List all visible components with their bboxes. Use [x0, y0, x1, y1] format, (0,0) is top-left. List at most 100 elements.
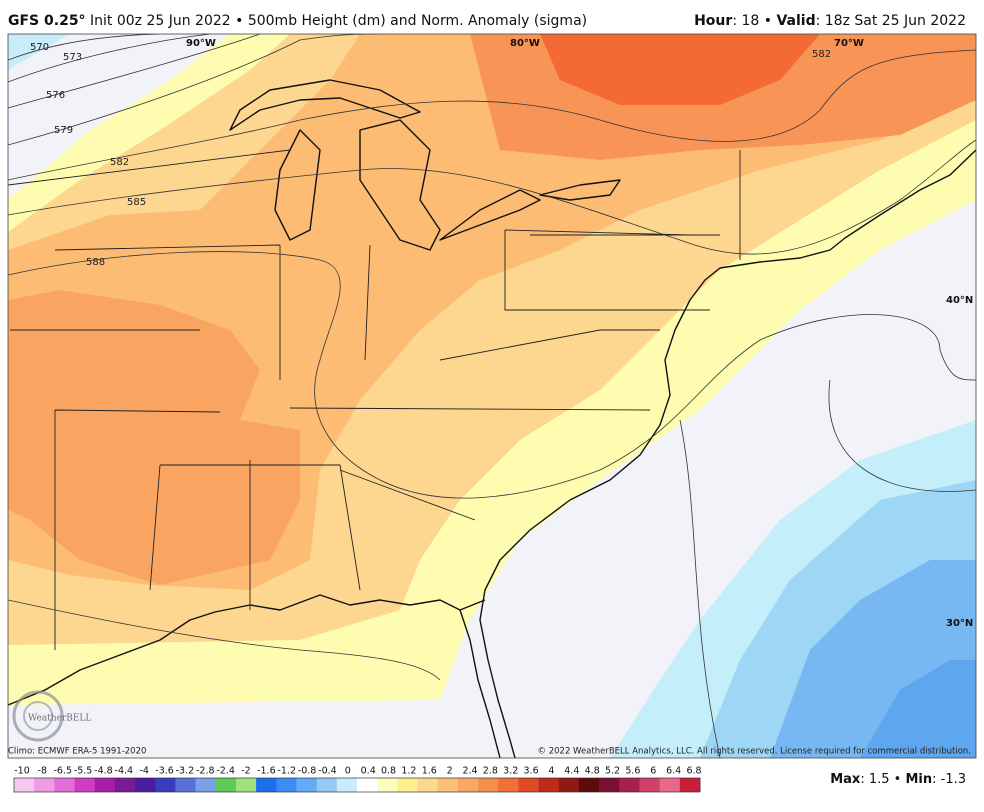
max-min: Max: 1.5 • Min: -1.3 — [830, 772, 966, 787]
copyright: © 2022 WeatherBELL Analytics, LLC. All r… — [538, 747, 971, 757]
colorbar-swatch — [316, 778, 338, 792]
contour — [8, 599, 441, 681]
logo-text: WeatherBELL — [28, 714, 91, 724]
contour-label: 582 — [812, 49, 831, 60]
lake — [539, 179, 621, 201]
colorbar-label: -1.6 — [257, 766, 276, 777]
contour — [8, 34, 381, 146]
colorbar-swatch — [94, 778, 116, 792]
lake — [359, 119, 441, 251]
anomaly-area — [860, 660, 976, 758]
colorbar-label: -2 — [241, 766, 250, 777]
latitude-label: 40°N — [946, 295, 973, 306]
colorbar-swatch — [296, 778, 317, 792]
map: 570 573 576 579 582 585 588 582 90°W 80°… — [8, 34, 976, 758]
colorbar-label: 0 — [345, 766, 351, 777]
colorbar-label: 1.2 — [401, 766, 416, 777]
colorbar-swatch — [195, 778, 217, 792]
model: GFS 0.25° — [8, 13, 86, 29]
colorbar-label: -1.2 — [277, 766, 296, 777]
anomaly-area — [8, 290, 300, 585]
colorbar-swatch — [437, 778, 459, 792]
colorbar-swatch — [114, 778, 136, 792]
colorbar-label: -3.2 — [176, 766, 195, 777]
colorbar-label: 5.2 — [605, 766, 620, 777]
valid-value: : 18z Sat 25 Jun 2022 — [816, 13, 966, 29]
contour — [8, 34, 161, 61]
colorbar-swatch — [417, 778, 439, 792]
description: Init 00z 25 Jun 2022 • 500mb Height (dm)… — [90, 13, 587, 29]
lake — [274, 129, 321, 241]
contour — [8, 34, 261, 109]
longitude-label: 90°W — [186, 38, 216, 49]
colorbar-swatch — [175, 778, 196, 792]
colorbar-swatch — [256, 778, 277, 792]
contour-label: 588 — [86, 257, 105, 268]
map-frame — [7, 33, 977, 759]
colorbar: -10 -8 -6.5 -5.5 -4.8 -4.4 -4 -3.6 -3.2 -2.8 -2.4-… — [13, 766, 702, 793]
contour — [8, 139, 976, 255]
colorbar-label: 2.8 — [483, 766, 498, 777]
coastline — [8, 594, 486, 706]
contour — [8, 49, 976, 181]
valid-label: Valid — [776, 13, 815, 29]
colorbar-swatch — [679, 778, 701, 792]
coastline — [459, 609, 501, 758]
colorbar-swatch — [336, 778, 358, 792]
colorbar-label: 6.4 — [666, 766, 681, 777]
min-label: Min — [905, 772, 932, 787]
colorbar-label: 0.4 — [361, 766, 376, 777]
colorbar-label: 6.8 — [686, 766, 701, 777]
climo: Climo: ECMWF ERA-5 1991-2020 — [8, 747, 146, 757]
anomaly-area — [540, 34, 820, 105]
lake — [229, 79, 421, 131]
colorbar-swatch — [578, 778, 600, 792]
colorbar-label: -0.8 — [298, 766, 317, 777]
max-value: : 1.5 • — [860, 772, 905, 787]
colorbar-frame — [13, 777, 701, 793]
lake — [439, 189, 541, 241]
colorbar-label: -3.6 — [155, 766, 174, 777]
colorbar-swatch — [478, 778, 499, 792]
colorbar-label: -2.4 — [216, 766, 235, 777]
logo: WeatherBELL — [12, 690, 91, 742]
colorbar-swatch — [34, 778, 55, 792]
colorbar-swatch — [619, 778, 640, 792]
colorbar-label: 4 — [548, 766, 554, 777]
coastline — [479, 149, 976, 758]
colorbar-swatch — [538, 778, 560, 792]
colorbar-label: -2.8 — [196, 766, 215, 777]
min-value: : -1.3 — [932, 772, 966, 787]
colorbar-label: 6 — [650, 766, 656, 777]
colorbar-label: 5.6 — [625, 766, 640, 777]
colorbar-swatch — [498, 778, 519, 792]
colorbar-swatch — [215, 778, 237, 792]
colorbar-label: 4.4 — [564, 766, 579, 777]
anomaly-area — [8, 34, 70, 70]
contour — [679, 419, 721, 758]
contour — [828, 379, 976, 492]
colorbar-label: 2.4 — [462, 766, 477, 777]
colorbar-swatch — [235, 778, 257, 792]
colorbar-label: -6.5 — [53, 766, 72, 777]
colorbar-swatch — [276, 778, 297, 792]
colorbar-label: 1.6 — [422, 766, 437, 777]
contour — [8, 251, 976, 499]
colorbar-label: -5.5 — [74, 766, 93, 777]
colorbar-label: -4 — [139, 766, 148, 777]
colorbar-swatch — [639, 778, 660, 792]
colorbar-swatch — [357, 778, 378, 792]
max-label: Max — [830, 772, 861, 787]
colorbar-label: -0.4 — [318, 766, 337, 777]
colorbar-swatch — [377, 778, 398, 792]
state-border — [8, 149, 741, 650]
colorbar-swatch — [155, 778, 176, 792]
colorbar-swatch — [558, 778, 580, 792]
contour-label: 573 — [63, 52, 82, 63]
contour-label: 585 — [127, 197, 146, 208]
colorbar-label: -10 — [14, 766, 30, 777]
colorbar-label: 3.6 — [524, 766, 539, 777]
header-left: GFS 0.25° Init 00z 25 Jun 2022 • 500mb H… — [8, 13, 587, 29]
contour-label: 582 — [110, 157, 129, 168]
